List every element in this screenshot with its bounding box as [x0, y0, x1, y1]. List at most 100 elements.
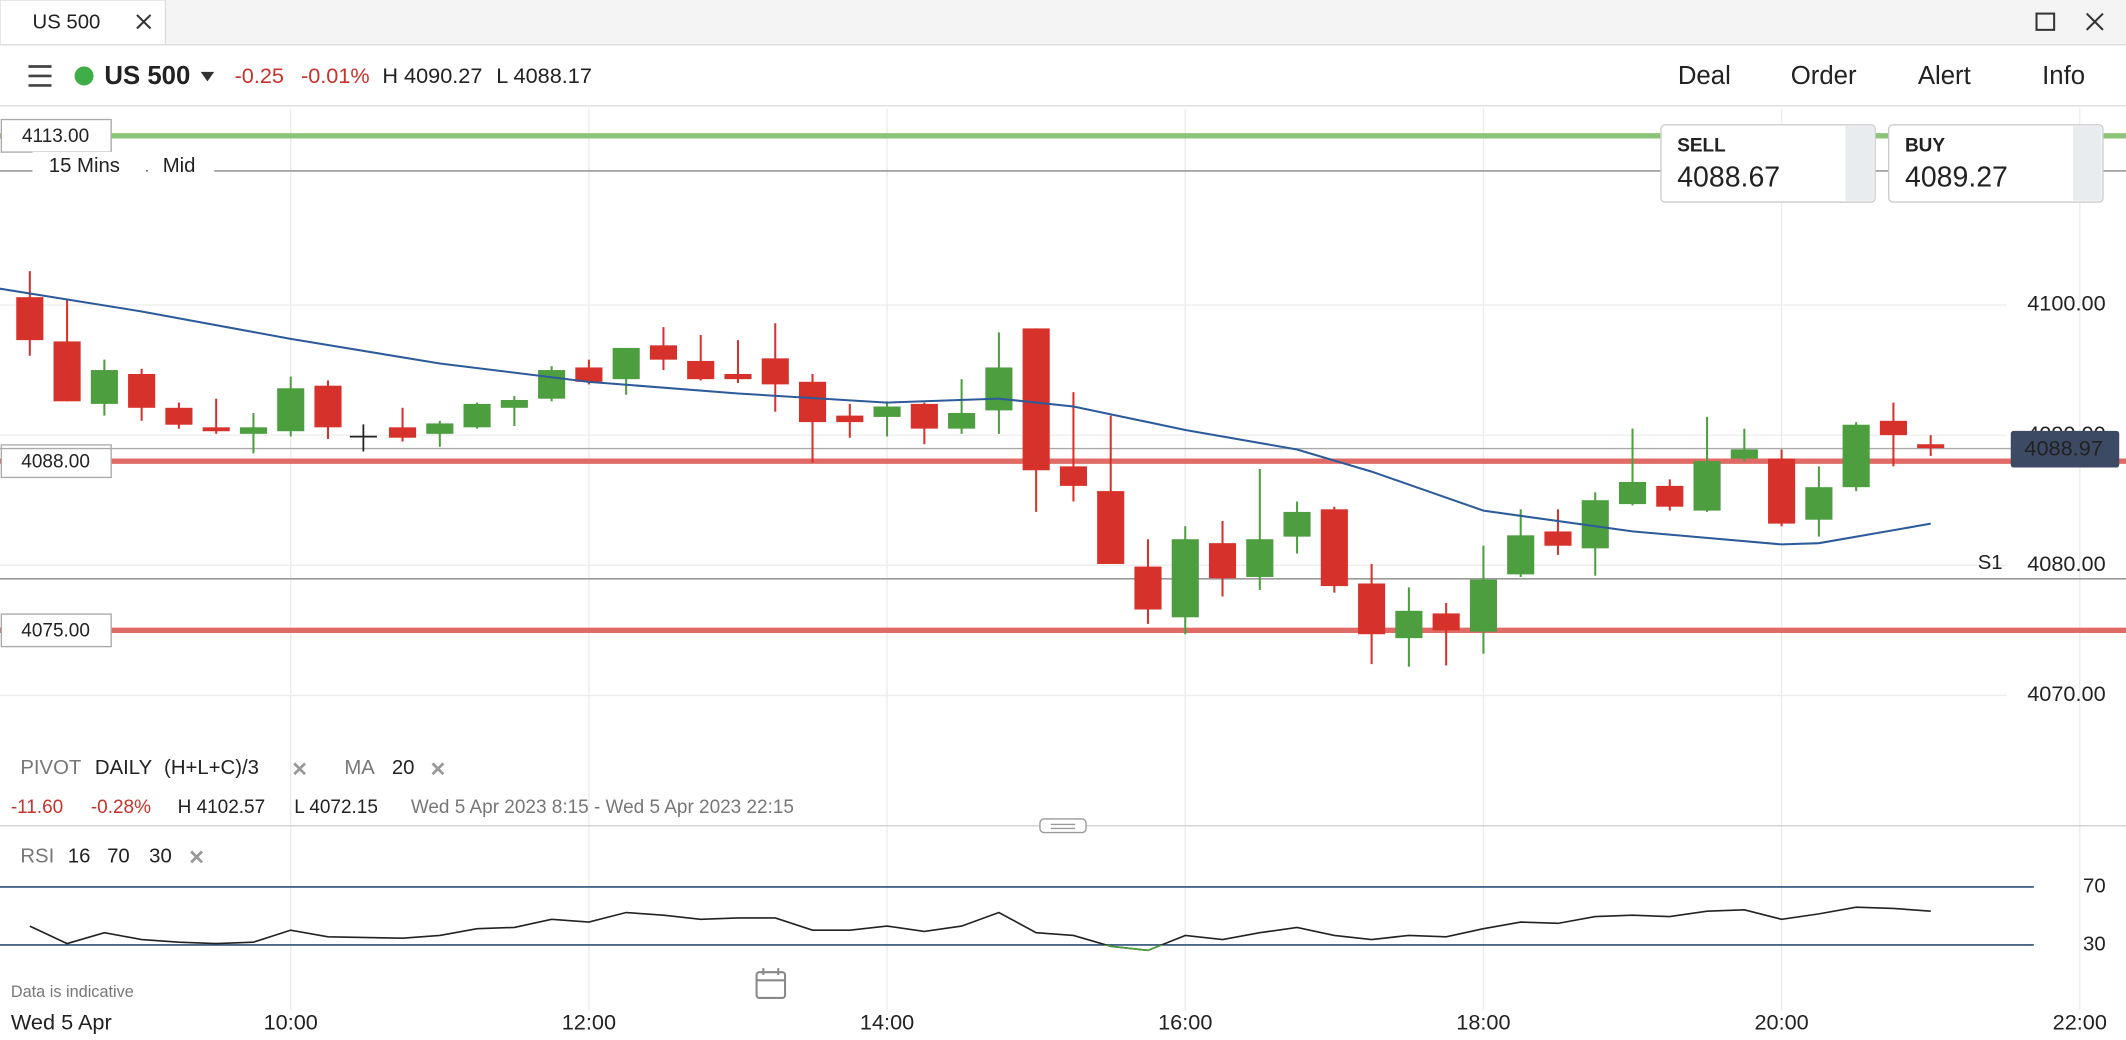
- candle-body: [239, 427, 268, 434]
- candle-body: [1544, 531, 1572, 546]
- candle-body: [1917, 444, 1945, 449]
- candle-body: [1693, 461, 1721, 511]
- stats-high: H 4102.57: [178, 797, 266, 818]
- calendar-button[interactable]: [755, 968, 787, 999]
- buy-price: 4089.27: [1905, 162, 2008, 194]
- tab-bar: [0, 0, 2126, 45]
- candle-body: [948, 413, 976, 429]
- candle-body: [1059, 466, 1087, 486]
- candle-body: [649, 345, 678, 360]
- y-tick-label: 4100.00: [2027, 291, 2105, 316]
- sell-box-side: [1845, 126, 1874, 201]
- ma-label: MA: [344, 757, 375, 779]
- overlay: 4088.97: [0, 287, 2120, 546]
- candle-body: [1842, 424, 1870, 488]
- candle-body: [836, 415, 864, 423]
- level-label: 4075.00: [21, 621, 90, 642]
- ma-period: 20: [392, 757, 415, 779]
- candle-body: [426, 423, 454, 434]
- rsi-label: RSI: [20, 845, 54, 867]
- candle-body: [724, 373, 752, 380]
- resize-handle[interactable]: [1039, 818, 1087, 834]
- x-tick-label: 12:00: [562, 1009, 616, 1034]
- candle-body: [1320, 509, 1348, 587]
- moving-average: [0, 287, 1931, 546]
- change-pct: -0.01%: [301, 63, 370, 88]
- menu-item[interactable]: Order: [1791, 62, 1857, 90]
- remove-pivot[interactable]: [293, 762, 307, 776]
- change: -0.25: [235, 63, 284, 88]
- tab-title: US 500: [33, 11, 101, 33]
- rsi-line-oversold: [1103, 944, 1164, 952]
- candle-body: [1171, 539, 1199, 618]
- pivot-formula: (H+L+C)/3: [164, 757, 259, 779]
- high: H 4090.27: [382, 63, 482, 88]
- candle-body: [1507, 535, 1535, 575]
- candle-body: [1730, 449, 1758, 459]
- tab[interactable]: [0, 0, 167, 46]
- menu-item[interactable]: Info: [2042, 62, 2085, 90]
- sell-price: 4088.67: [1677, 162, 1780, 194]
- pivot-period: DAILY: [95, 757, 153, 779]
- pivot: PIVOT: [20, 757, 81, 779]
- x-tick-label: 18:00: [1456, 1009, 1510, 1034]
- buy-box-side: [2073, 126, 2102, 201]
- menu-button[interactable]: [28, 65, 52, 87]
- candle-body: [1283, 511, 1311, 537]
- remove-rsi[interactable]: [190, 850, 203, 864]
- toolbar: [32, 151, 215, 182]
- calendar-icon-detail: [756, 968, 786, 982]
- calendar-icon: [755, 971, 787, 999]
- candle-body: [165, 407, 193, 425]
- x-axis: Wed 5 Apr 10:00 12:00 14:00 16:00 18:00 20:00 2…: [11, 1009, 2107, 1034]
- candle-body: [202, 427, 230, 432]
- candle-body: [1618, 481, 1647, 505]
- candle-body: [1656, 485, 1684, 507]
- candle-body: [910, 403, 938, 429]
- close-button[interactable]: [2085, 12, 2104, 31]
- tab-close[interactable]: [136, 14, 152, 30]
- sell-box[interactable]: [1660, 124, 1876, 203]
- level-label-box: [0, 613, 112, 648]
- candle-body: [798, 381, 827, 423]
- x-tick-label: 20:00: [1754, 1009, 1808, 1034]
- candle-body: [277, 388, 305, 432]
- remove-ma[interactable]: [431, 762, 445, 776]
- rsi-param: 70: [107, 845, 130, 867]
- candle-body: [1805, 487, 1833, 520]
- candle-body: [873, 406, 901, 417]
- candle-body: [314, 385, 342, 428]
- x-tick-label: 10:00: [264, 1009, 318, 1034]
- crosshair-cursor: [349, 424, 377, 452]
- x-tick-label: 16:00: [1158, 1009, 1212, 1034]
- menu: Deal Order Alert Info: [1678, 62, 2085, 90]
- rsi-line: [29, 906, 1931, 952]
- price-type[interactable]: Mid: [163, 155, 196, 177]
- menu-item[interactable]: Deal: [1678, 62, 1731, 90]
- y-tick-label: 4080.00: [2027, 551, 2105, 576]
- candle-body: [612, 347, 640, 380]
- level-label-box: [0, 444, 112, 479]
- instrument[interactable]: US 500: [104, 62, 190, 90]
- stats-change: -11.60: [11, 797, 63, 818]
- buy-box[interactable]: [1888, 124, 2104, 203]
- candle-body: [1432, 613, 1460, 631]
- level-label: 4113.00: [22, 126, 89, 147]
- y-tick-label: 70: [2083, 875, 2106, 897]
- interval[interactable]: 15 Mins: [49, 155, 120, 177]
- candle-body: [1358, 583, 1386, 635]
- candle-body: [500, 399, 528, 408]
- level-label: S1: [1978, 552, 2003, 574]
- candle-body: [388, 427, 417, 438]
- candles: [16, 271, 1945, 667]
- menu-item[interactable]: Alert: [1918, 62, 1971, 90]
- instrument-dropdown[interactable]: [200, 71, 215, 82]
- current-price-label: 4088.97: [2024, 436, 2102, 461]
- stats-low: L 4072.15: [294, 797, 378, 818]
- low: L 4088.17: [496, 63, 592, 88]
- candle-body: [1134, 566, 1162, 610]
- maximize-button[interactable]: [2035, 12, 2056, 31]
